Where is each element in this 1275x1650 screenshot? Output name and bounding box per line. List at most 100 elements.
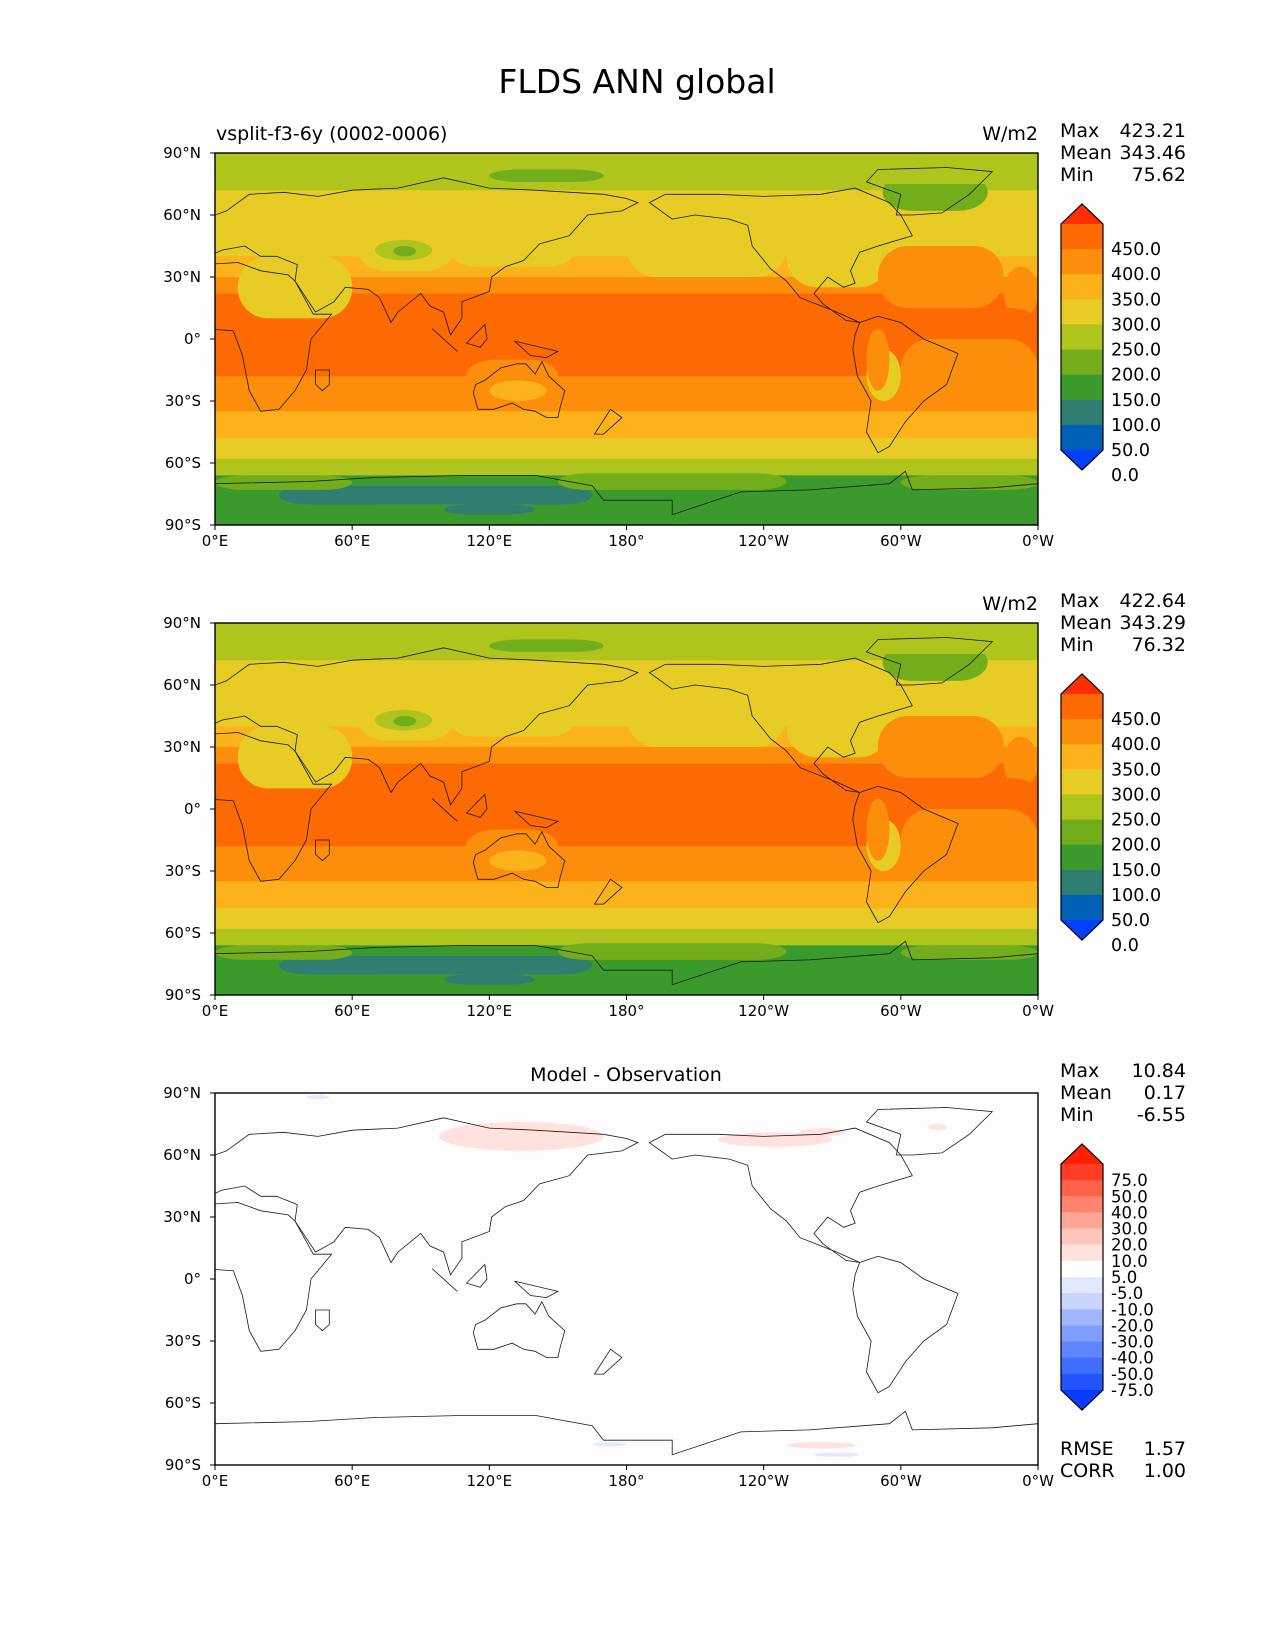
colorbar-label: 200.0 [1111, 366, 1161, 386]
colorbar-label: -75.0 [1111, 1381, 1154, 1400]
coastline [431, 1268, 458, 1292]
stat-value: 343.46 [1120, 142, 1186, 164]
field-region [215, 633, 1038, 654]
field-region [443, 664, 581, 737]
field-region [877, 246, 1004, 308]
colorbar-label: -10.0 [1111, 1300, 1154, 1319]
field-region [443, 194, 581, 267]
coastline [215, 1410, 1038, 1465]
field-region [626, 674, 787, 747]
coastline [215, 647, 639, 806]
colorbar-extend-bottom [1061, 920, 1103, 940]
x-tick-label: 180° [608, 1472, 644, 1490]
coastline [215, 1202, 333, 1352]
colorbar-label: 50.0 [1111, 911, 1150, 931]
y-tick-label: 90°S [165, 986, 201, 1004]
panel-observation: 0°E 60°E 120°E 180° 120°W 60°W 0°W 90°N 60°N 30°N… [163, 590, 1186, 1020]
colorbar-segment [1061, 894, 1103, 921]
x-tick-label: 180° [608, 532, 644, 550]
field-region [443, 504, 536, 515]
coastline [315, 1309, 330, 1332]
colorbar-label: -20.0 [1111, 1316, 1154, 1335]
colorbar: 450.0 400.0 350.0 300.0 250.0 200.0 150.0 100.0… [1060, 673, 1161, 956]
colorbar-label: 10.0 [1111, 1252, 1148, 1271]
colorbar-segment [1061, 794, 1103, 821]
colorbar-label: 400.0 [1111, 265, 1161, 285]
colorbar-segment [1061, 819, 1103, 846]
colorbar-segment [1061, 299, 1103, 325]
colorbar-outline [1060, 673, 1104, 941]
stat-label: Mean [1060, 142, 1112, 164]
panel-model: 0°E 60°E 120°E 180° 120°W 60°W 0°W 90°N 60°N 30°N… [163, 120, 1186, 550]
colorbar-label: 150.0 [1111, 861, 1161, 881]
panel-units: W/m2 [982, 123, 1038, 145]
field-region [900, 475, 1038, 490]
x-tick-label: 120°E [467, 1002, 513, 1020]
colorbar-segment [1061, 1196, 1103, 1213]
y-tick-label: 30°S [165, 392, 201, 410]
coastline [215, 1117, 639, 1276]
field-region [489, 380, 547, 401]
stat-value: 76.32 [1132, 634, 1186, 656]
colorbar-segment [1061, 249, 1103, 275]
colorbar-label: -50.0 [1111, 1365, 1154, 1384]
field-region [489, 169, 604, 182]
colorbar-label: 200.0 [1111, 836, 1161, 856]
coastline [593, 408, 623, 435]
colorbar-label: -5.0 [1111, 1284, 1143, 1303]
colorbar-segment [1061, 1277, 1103, 1294]
y-tick-label: 30°N [163, 1208, 201, 1226]
stat-label: Min [1060, 164, 1094, 186]
coastline [514, 810, 560, 829]
field-region [237, 726, 353, 789]
y-tick-label: 90°N [163, 1084, 201, 1102]
x-tick-label: 0°W [1022, 532, 1054, 550]
panel-title: Model - Observation [530, 1064, 722, 1086]
x-tick-label: 0°W [1022, 1472, 1054, 1490]
field-region [279, 955, 593, 975]
field-region [592, 1442, 627, 1447]
colorbar: 450.0 400.0 350.0 300.0 250.0 200.0 150.0 100.0… [1060, 203, 1161, 486]
coastline [593, 1348, 623, 1375]
colorbar-label: 0.0 [1111, 466, 1139, 486]
colorbar-segment [1061, 1260, 1103, 1278]
colorbar-segment [1061, 224, 1103, 250]
coastline [431, 798, 458, 822]
stat-value: 423.21 [1120, 120, 1186, 142]
colorbar-label: 0.0 [1111, 936, 1139, 956]
field-region [393, 716, 417, 727]
colorbar-outline [1060, 203, 1104, 471]
x-tick-label: 0°E [202, 1472, 229, 1490]
stat-label: Min [1060, 1104, 1094, 1126]
field-region [237, 256, 353, 319]
stat-label: Max [1060, 120, 1099, 142]
y-tick-label: 90°S [165, 516, 201, 534]
field-region [443, 974, 536, 985]
y-tick-label: 30°S [165, 1332, 201, 1350]
colorbar-segment [1061, 349, 1103, 376]
metric-label: RMSE [1060, 1438, 1114, 1460]
x-tick-label: 60°W [880, 532, 922, 550]
colorbar-extend-bottom [1061, 1390, 1103, 1410]
y-tick-label: 30°N [163, 738, 201, 756]
colorbar-segment [1061, 1228, 1103, 1246]
metric-label: CORR [1060, 1460, 1115, 1482]
stat-value: 422.64 [1120, 590, 1186, 612]
coastline [472, 360, 566, 418]
colorbar-label: 350.0 [1111, 760, 1161, 780]
metric-value: 1.00 [1144, 1460, 1186, 1482]
coastline [472, 830, 566, 888]
field-region [928, 1124, 947, 1131]
field-region [900, 308, 1038, 335]
stat-value: 343.29 [1120, 612, 1186, 634]
field-region [900, 778, 1038, 805]
field-region [306, 1095, 330, 1100]
map-field [215, 153, 1038, 525]
stat-label: Max [1060, 1060, 1099, 1082]
colorbar-segment [1061, 1244, 1103, 1262]
coastline [514, 1280, 560, 1299]
x-tick-label: 60°W [880, 1002, 922, 1020]
colorbar-label: 300.0 [1111, 315, 1161, 335]
colorbar-segment [1061, 869, 1103, 896]
coastline [315, 369, 330, 392]
